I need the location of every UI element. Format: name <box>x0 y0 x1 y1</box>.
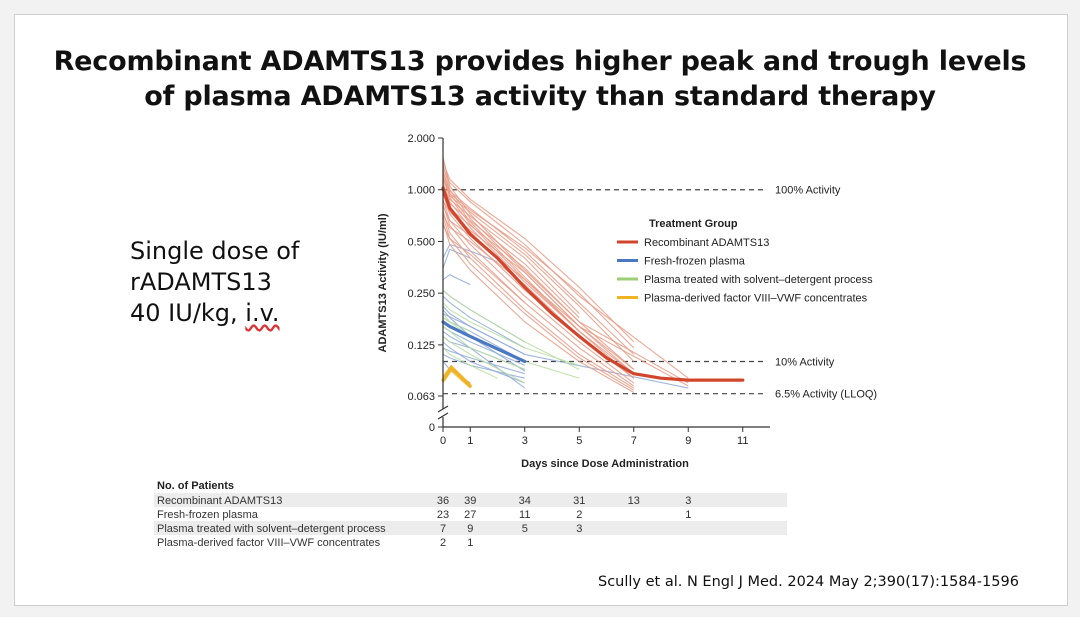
reference-line-label: 100% Activity <box>775 185 841 197</box>
patient-line <box>442 204 635 387</box>
patient-line <box>442 274 471 286</box>
patient-line <box>442 177 635 349</box>
table-count: 11 <box>519 509 530 521</box>
legend-label: Plasma-derived factor VIII–VWF concentra… <box>644 293 868 305</box>
patient-line <box>442 295 526 349</box>
legend-label: Plasma treated with solvent–detergent pr… <box>644 274 873 286</box>
legend-label: Recombinant ADAMTS13 <box>644 237 769 249</box>
median-line <box>441 186 745 382</box>
x-tick-label: 7 <box>631 435 637 447</box>
table-count: 1 <box>467 537 473 549</box>
table-row-label: Fresh-frozen plasma <box>157 509 259 521</box>
patient-line <box>442 211 635 389</box>
patient-line <box>442 341 526 384</box>
patients-table-title: No. of Patients <box>157 480 234 492</box>
patient-line <box>442 185 580 314</box>
x-tick-label: 5 <box>576 435 582 447</box>
patient-line <box>442 172 635 355</box>
patient-line <box>442 243 498 263</box>
table-row-label: Recombinant ADAMTS13 <box>157 495 282 507</box>
patient-line <box>442 330 526 389</box>
table-count: 39 <box>464 495 476 507</box>
patient-line <box>442 200 689 387</box>
y-tick-label: 1.000 <box>407 185 435 197</box>
x-tick-label: 0 <box>440 435 446 447</box>
reference-line-label: 6.5% Activity (LLOQ) <box>775 389 877 401</box>
table-count: 36 <box>437 495 449 507</box>
y-tick-label: 0.500 <box>407 236 435 248</box>
reference-lines: 100% Activity 10% Activity 6.5% Activity (… <box>443 185 877 401</box>
median-line <box>441 320 527 364</box>
patient-line <box>442 302 580 366</box>
table-count: 27 <box>464 509 476 521</box>
patient-line <box>442 216 635 391</box>
table-count: 2 <box>576 509 582 521</box>
table-row-band <box>154 493 787 507</box>
patient-line <box>442 347 498 379</box>
table-count: 31 <box>573 495 585 507</box>
patient-line <box>442 182 635 375</box>
patient-line <box>442 179 635 362</box>
patient-line <box>442 326 526 370</box>
patient-line <box>442 164 635 375</box>
x-tick-label: 3 <box>522 435 528 447</box>
patient-line <box>442 221 635 393</box>
x-tick-label: 1 <box>467 435 473 447</box>
patient-line <box>442 317 471 332</box>
patient-line <box>442 225 526 304</box>
table-count: 7 <box>440 523 446 535</box>
legend-title: Treatment Group <box>649 218 738 230</box>
median-lines <box>441 186 745 388</box>
median-line <box>441 366 472 388</box>
y-tick-label-zero: 0 <box>429 422 435 434</box>
patient-line <box>442 161 635 343</box>
reference-line-label: 10% Activity <box>775 357 835 369</box>
y-tick-label: 0.063 <box>407 391 435 403</box>
dose-line-2: rADAMTS13 <box>130 268 272 296</box>
y-tick-label: 2.000 <box>407 133 435 145</box>
table-count: 23 <box>437 509 449 521</box>
route-spellcheck-word: i.v. <box>245 299 280 327</box>
table-row-label: Plasma treated with solvent–detergent pr… <box>157 523 386 535</box>
axis-break-mark <box>437 412 449 420</box>
table-count: 3 <box>576 523 582 535</box>
patient-line <box>442 213 580 337</box>
dose-line-1: Single dose of <box>130 237 300 265</box>
patient-line <box>442 167 689 379</box>
y-axis-title: ADAMTS13 Activity (IU/ml) <box>377 213 389 352</box>
table-count: 2 <box>440 537 446 549</box>
patient-line <box>442 370 471 389</box>
y-tick-label: 0.250 <box>407 288 435 300</box>
y-tick-label: 0.125 <box>407 340 435 352</box>
table-count: 3 <box>685 495 691 507</box>
title-line-2: of plasma ADAMTS13 activity than standar… <box>144 81 936 112</box>
legend: Treatment Group Recombinant ADAMTS13 Fresh… <box>617 218 873 305</box>
x-axis-title: Days since Dose Administration <box>521 458 689 470</box>
table-count: 13 <box>628 495 640 507</box>
patient-line <box>442 289 580 370</box>
table-count: 1 <box>685 509 691 521</box>
table-row-label: Plasma-derived factor VIII–VWF concentra… <box>157 537 381 549</box>
citation: Scully et al. N Engl J Med. 2024 May 2;3… <box>598 574 1019 590</box>
axis-break-mark <box>437 405 449 413</box>
patient-line <box>442 335 526 384</box>
table-count: 9 <box>467 523 473 535</box>
table-row-band <box>154 521 787 535</box>
table-count: 5 <box>522 523 528 535</box>
x-tick-label: 9 <box>685 435 691 447</box>
slide-title: Recombinant ADAMTS13 provides higher pea… <box>0 44 1080 114</box>
table-count: 34 <box>519 495 531 507</box>
dose-line-3: 40 IU/kg, i.v. <box>130 298 299 329</box>
axes: 2.000 1.000 0.500 0.250 0.125 0.063 00 1 3 5 7 9 11 D… <box>377 133 770 470</box>
title-line-1: Recombinant ADAMTS13 provides higher pea… <box>53 46 1027 77</box>
dose-amount: 40 IU/kg, <box>130 299 246 327</box>
x-tick-label: 11 <box>737 435 748 447</box>
legend-label: Fresh-frozen plasma <box>644 256 746 268</box>
dose-description: Single dose of rADAMTS13 40 IU/kg, i.v. <box>130 236 299 329</box>
